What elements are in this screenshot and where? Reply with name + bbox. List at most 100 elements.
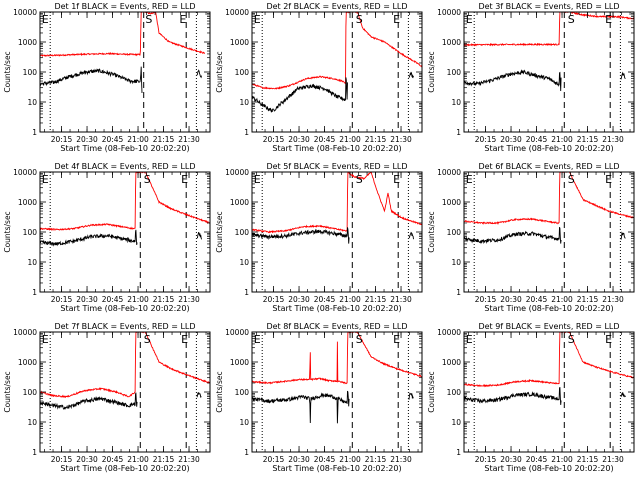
y-tick-label: 1000	[230, 358, 249, 367]
marker-label: E	[466, 173, 473, 186]
y-axis-label: Counts/sec	[215, 371, 224, 412]
x-tick-label: 20:45	[526, 295, 548, 304]
panel-title: Det 7f BLACK = Events, RED = LLD	[54, 322, 195, 331]
x-tick-label: 21:30	[178, 455, 200, 464]
x-tick-label: 20:30	[288, 295, 310, 304]
x-tick-label: 20:30	[288, 455, 310, 464]
marker-label: S	[356, 13, 363, 26]
y-tick-label: 10	[451, 418, 461, 427]
y-tick-label: 100	[447, 228, 462, 237]
y-tick-label: 10	[451, 258, 461, 267]
x-tick-label: 20:15	[51, 135, 73, 144]
y-tick-label: 100	[23, 228, 38, 237]
series-line-events	[40, 66, 202, 94]
x-tick-label: 20:15	[263, 295, 285, 304]
y-tick-label: 100	[235, 388, 250, 397]
y-tick-label: 10	[27, 98, 37, 107]
series-line-lld	[252, 172, 422, 234]
y-tick-label: 10000	[437, 328, 461, 337]
marker-label: E	[393, 333, 400, 346]
y-tick-label: 1000	[18, 198, 37, 207]
y-axis-label: Counts/sec	[427, 211, 436, 252]
marker-label: E	[42, 333, 49, 346]
series-line-events	[464, 69, 626, 92]
x-tick-label: 21:00	[551, 295, 573, 304]
series-group	[464, 12, 634, 92]
x-tick-label: 20:45	[102, 295, 124, 304]
x-axis-label: Start Time (08-Feb-10 20:02:20)	[484, 464, 613, 473]
x-tick-label: 20:15	[475, 135, 497, 144]
marker-label: E	[254, 173, 261, 186]
marker-label: E	[393, 173, 400, 186]
plot-frame	[39, 331, 211, 453]
plot-frame	[463, 331, 635, 453]
series-line-events	[40, 392, 202, 410]
y-tick-label: 10000	[437, 168, 461, 177]
x-tick-label: 21:00	[551, 135, 573, 144]
marker-label: S	[356, 333, 363, 346]
marker-label: S	[568, 333, 575, 346]
x-tick-label: 20:15	[475, 455, 497, 464]
panel-title: Det 1f BLACK = Events, RED = LLD	[54, 2, 195, 11]
y-tick-label: 1	[244, 288, 249, 297]
y-tick-label: 100	[23, 388, 38, 397]
y-axis-label: Counts/sec	[427, 371, 436, 412]
x-tick-label: 21:15	[577, 455, 599, 464]
x-tick-label: 21:15	[153, 135, 175, 144]
marker-label: E	[254, 13, 261, 26]
x-axis-label: Start Time (08-Feb-10 20:02:20)	[60, 304, 189, 313]
marker-label: E	[181, 333, 188, 346]
y-tick-label: 1000	[230, 198, 249, 207]
x-tick-label: 21:15	[577, 135, 599, 144]
marker-label: E	[605, 173, 612, 186]
panel-det-8: Det 8f BLACK = Events, RED = LLD E S E 1 10 10…	[215, 322, 423, 473]
x-tick-label: 21:15	[577, 295, 599, 304]
x-tick-label: 20:30	[500, 295, 522, 304]
x-tick-label: 21:30	[602, 455, 624, 464]
y-tick-label: 1000	[18, 38, 37, 47]
x-tick-label: 20:30	[288, 135, 310, 144]
panel-det-3: Det 3f BLACK = Events, RED = LLD E S E 1 10 10…	[427, 2, 635, 153]
y-tick-label: 1	[32, 448, 37, 457]
y-tick-label: 1000	[442, 198, 461, 207]
y-axis-label: Counts/sec	[215, 51, 224, 92]
marker-label: S	[356, 173, 363, 186]
plot-frame	[251, 11, 423, 133]
y-tick-label: 1	[32, 128, 37, 137]
panel-title: Det 3f BLACK = Events, RED = LLD	[478, 2, 619, 11]
x-tick-label: 21:30	[602, 135, 624, 144]
x-tick-label: 20:45	[526, 135, 548, 144]
x-axis-label: Start Time (08-Feb-10 20:02:20)	[272, 464, 401, 473]
y-tick-label: 10000	[225, 8, 249, 17]
y-tick-label: 100	[235, 228, 250, 237]
x-tick-label: 21:30	[390, 295, 412, 304]
x-tick-label: 21:30	[390, 135, 412, 144]
y-tick-label: 100	[447, 388, 462, 397]
x-tick-label: 21:30	[602, 295, 624, 304]
series-line-events	[252, 390, 414, 424]
series-line-events	[252, 227, 414, 244]
panel-title: Det 4f BLACK = Events, RED = LLD	[54, 162, 195, 171]
x-axis-label: Start Time (08-Feb-10 20:02:20)	[60, 464, 189, 473]
marker-label: S	[145, 13, 152, 26]
x-axis-label: Start Time (08-Feb-10 20:02:20)	[60, 144, 189, 153]
marker-label: S	[568, 13, 575, 26]
panel-det-9: Det 9f BLACK = Events, RED = LLD E S E 1 10 10…	[427, 322, 635, 473]
marker-label: E	[42, 173, 49, 186]
marker-label: E	[466, 13, 473, 26]
y-tick-label: 1	[244, 448, 249, 457]
x-tick-label: 20:45	[526, 455, 548, 464]
x-tick-label: 21:15	[153, 455, 175, 464]
y-tick-label: 100	[447, 68, 462, 77]
y-tick-label: 1	[244, 128, 249, 137]
marker-label: E	[42, 13, 49, 26]
x-tick-label: 21:00	[339, 295, 361, 304]
marker-label: S	[144, 333, 151, 346]
y-tick-label: 10	[239, 418, 249, 427]
y-tick-label: 10	[451, 98, 461, 107]
series-line-events	[252, 71, 414, 113]
y-tick-label: 10000	[437, 8, 461, 17]
y-tick-label: 10	[239, 258, 249, 267]
series-line-events	[464, 226, 626, 245]
x-tick-label: 21:30	[178, 295, 200, 304]
